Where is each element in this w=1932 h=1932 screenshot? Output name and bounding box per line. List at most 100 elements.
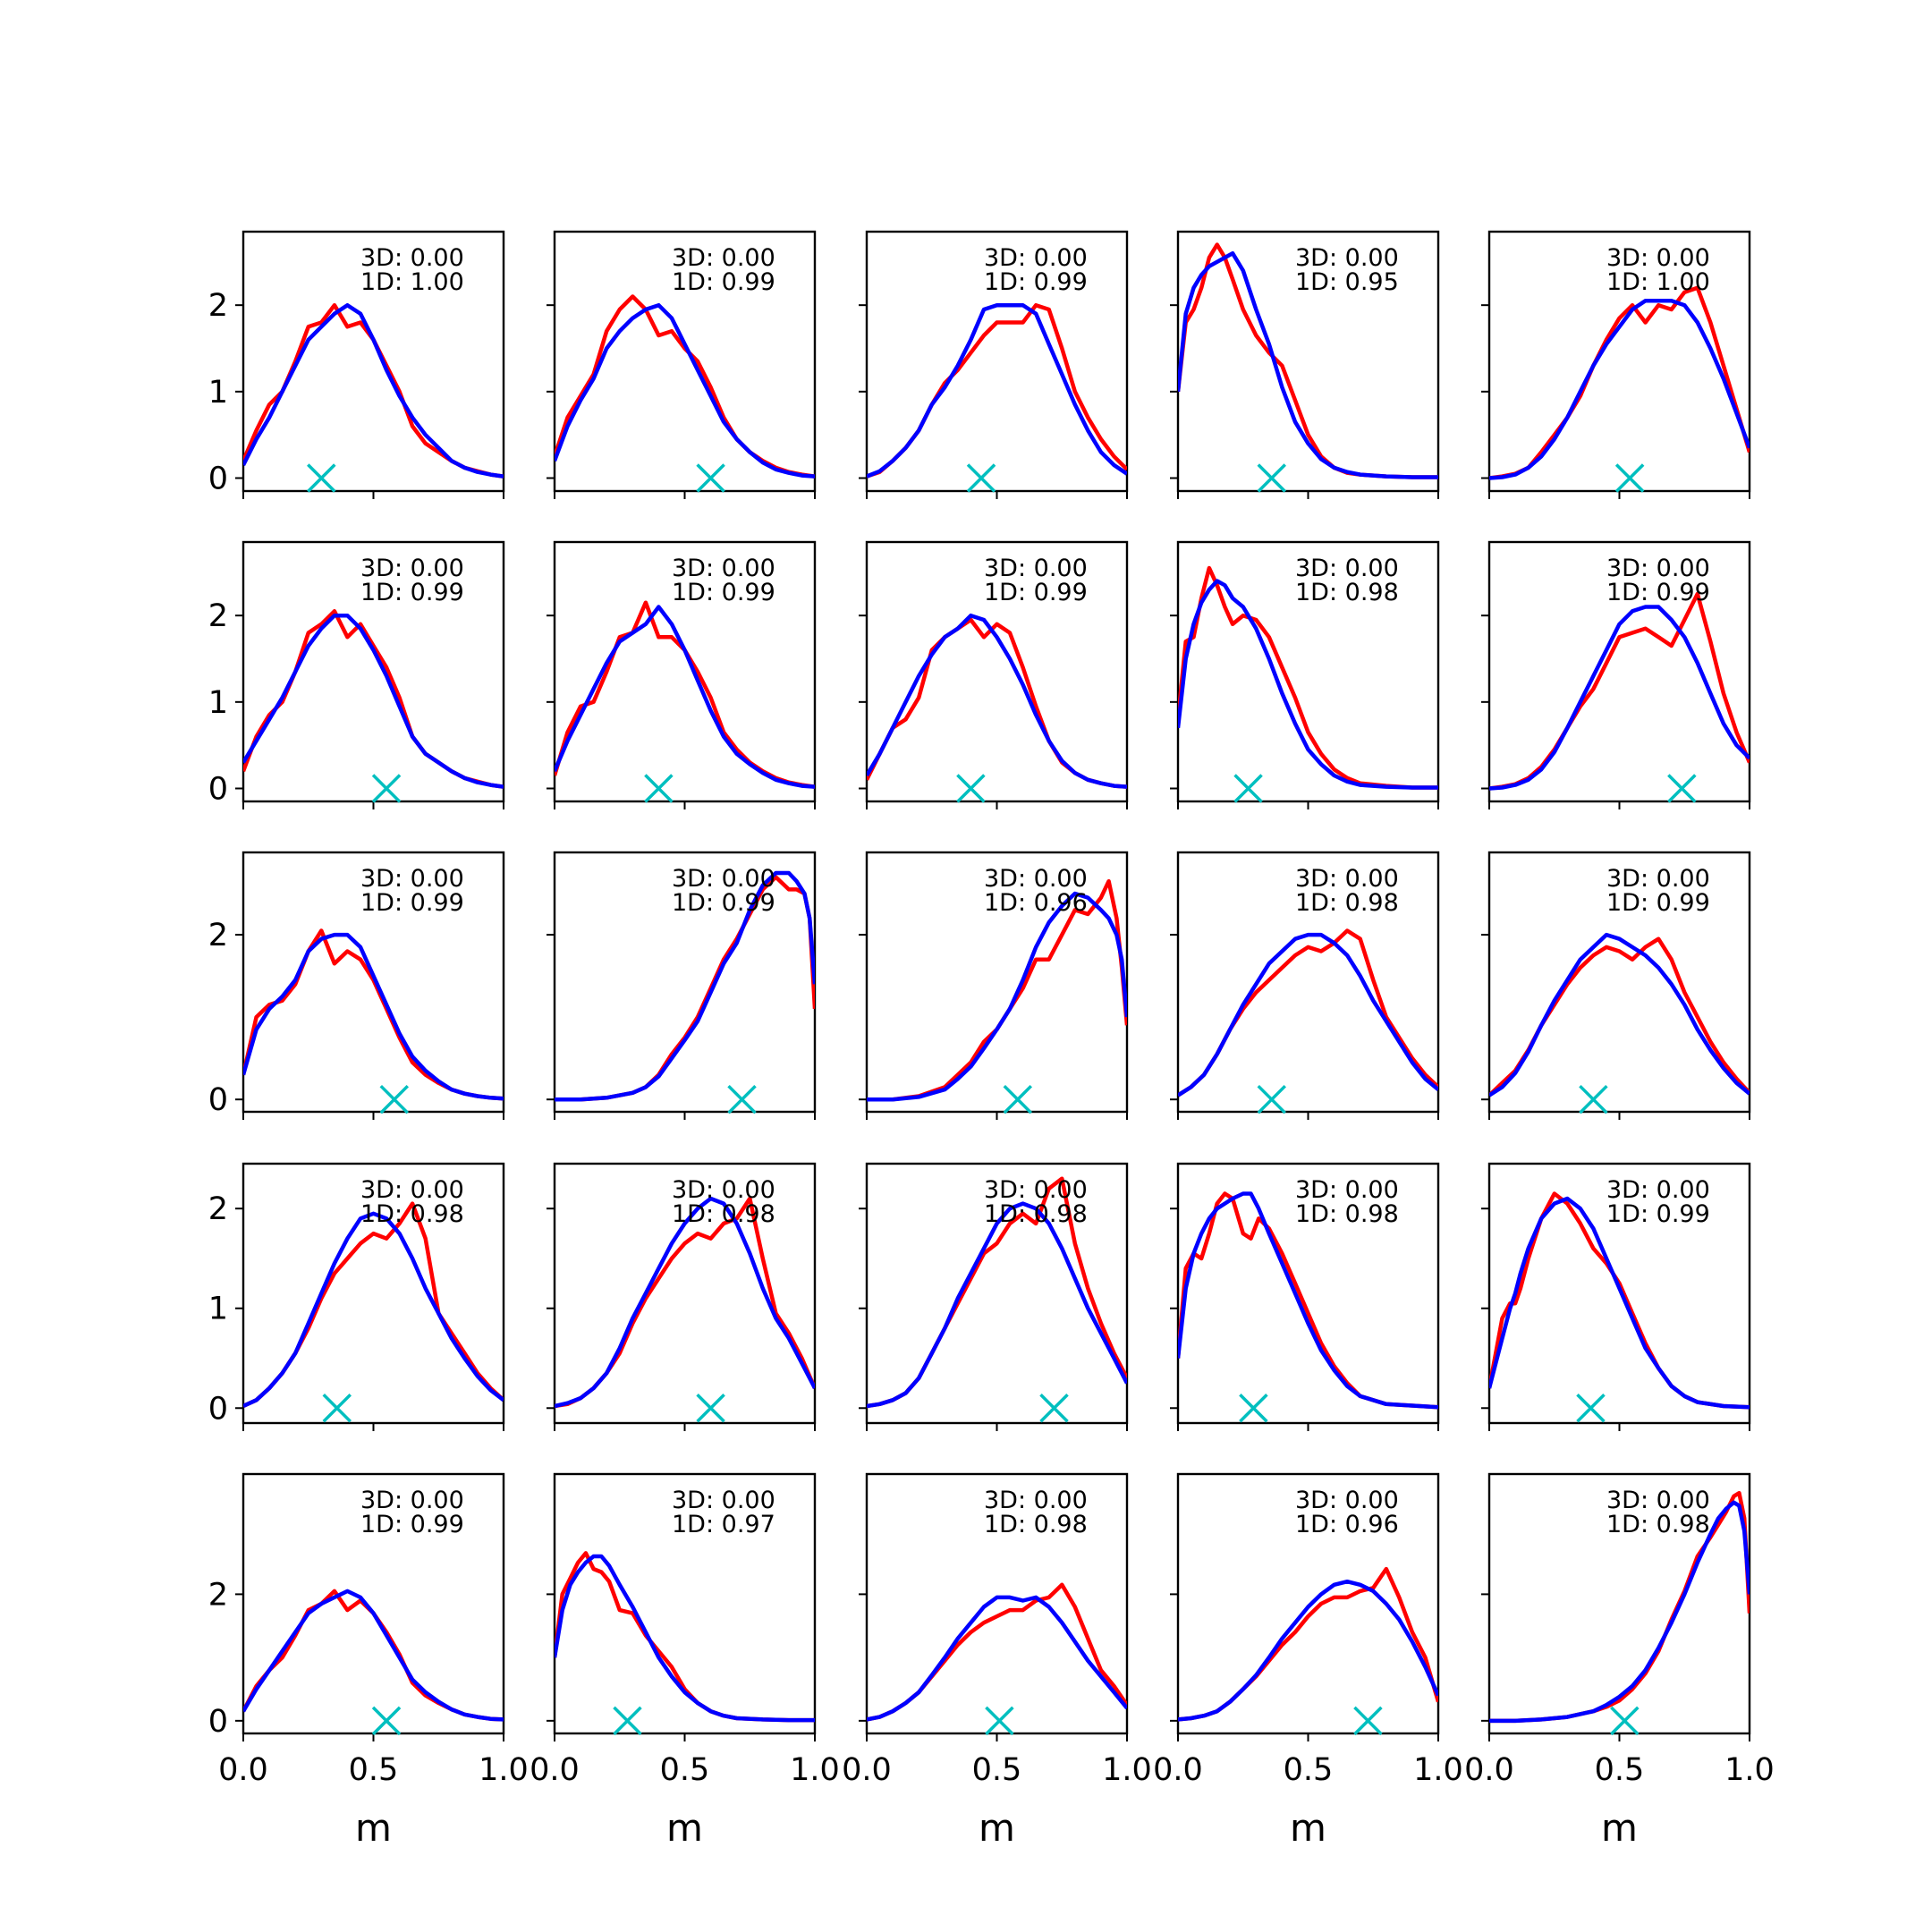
annotation-3d: 3D: 0.00 xyxy=(672,1176,775,1204)
axes-frame xyxy=(1487,230,1751,493)
annotation-3d: 3D: 0.00 xyxy=(984,1487,1088,1514)
series-blue-line xyxy=(555,302,815,479)
x-tick-label: 1.0 xyxy=(1724,1752,1775,1788)
x-axis-label: m xyxy=(666,1806,703,1850)
series-blue-line xyxy=(555,605,815,789)
marker-x xyxy=(307,463,336,493)
x-tick-label: 1.0 xyxy=(1413,1752,1463,1788)
annotation-1d: 1D: 0.99 xyxy=(984,268,1088,296)
annotation-1d: 1D: 0.99 xyxy=(360,889,464,917)
x-tick-label: 0.5 xyxy=(1595,1752,1645,1788)
y-tick-label: 0 xyxy=(208,1704,228,1740)
axes-frame xyxy=(242,1162,505,1425)
series-blue-line xyxy=(243,932,504,1101)
axes-frame xyxy=(865,540,1129,803)
marker-x xyxy=(696,1394,725,1423)
marker-x xyxy=(1003,1084,1033,1114)
annotation-3d: 3D: 0.00 xyxy=(1606,865,1710,893)
axes-frame xyxy=(242,540,505,803)
y-tick-label: 0 xyxy=(208,1391,228,1427)
annotation-1d: 1D: 0.99 xyxy=(672,889,775,917)
annotation-1d: 1D: 0.95 xyxy=(1295,268,1399,296)
annotation-1d: 1D: 0.99 xyxy=(1606,889,1710,917)
annotation-1d: 1D: 0.98 xyxy=(1606,1511,1710,1538)
annotation-3d: 3D: 0.00 xyxy=(360,1176,464,1204)
x-tick-label: 0.5 xyxy=(349,1752,399,1788)
annotation-1d: 1D: 0.98 xyxy=(984,1511,1088,1538)
annotation-3d: 3D: 0.00 xyxy=(1606,244,1710,272)
annotation-3d: 3D: 0.00 xyxy=(360,1487,464,1514)
series-blue-line xyxy=(1178,579,1438,790)
annotation-1d: 1D: 0.99 xyxy=(672,268,775,296)
series-blue-line xyxy=(555,1196,815,1409)
x-tick-label: 0.5 xyxy=(972,1752,1022,1788)
annotation-3d: 3D: 0.00 xyxy=(1295,555,1399,582)
annotation-1d: 1D: 0.98 xyxy=(1295,579,1399,606)
series-blue-line xyxy=(555,1554,815,1723)
marker-x xyxy=(1610,1706,1640,1736)
annotation-3d: 3D: 0.00 xyxy=(984,244,1088,272)
marker-x xyxy=(1353,1706,1383,1736)
series-blue-line xyxy=(1178,932,1438,1097)
x-axis-label: m xyxy=(1601,1806,1638,1850)
annotation-1d: 1D: 0.96 xyxy=(1295,1511,1399,1538)
series-blue-line xyxy=(243,613,504,789)
marker-x xyxy=(371,774,402,803)
y-tick-label: 2 xyxy=(208,1577,228,1613)
y-tick-label: 0 xyxy=(208,462,228,497)
series-blue-line xyxy=(1489,1500,1750,1724)
annotation-3d: 3D: 0.00 xyxy=(360,244,464,272)
annotation-3d: 3D: 0.00 xyxy=(1295,1487,1399,1514)
annotation-3d: 3D: 0.00 xyxy=(1606,555,1710,582)
y-tick-label: 1 xyxy=(208,375,228,411)
x-axis-label: m xyxy=(355,1806,392,1850)
annotation-3d: 3D: 0.00 xyxy=(672,244,775,272)
annotation-1d: 1D: 0.99 xyxy=(1606,1200,1710,1228)
annotation-3d: 3D: 0.00 xyxy=(360,865,464,893)
series-blue-line xyxy=(1489,932,1750,1097)
marker-x xyxy=(1579,1084,1608,1114)
annotation-1d: 1D: 0.98 xyxy=(360,1200,464,1228)
series-blue-line xyxy=(867,613,1127,789)
marker-x xyxy=(1667,774,1697,803)
annotation-1d: 1D: 0.99 xyxy=(1606,579,1710,606)
annotation-3d: 3D: 0.00 xyxy=(984,865,1088,893)
axes-frame xyxy=(1487,540,1751,803)
y-tick-label: 1 xyxy=(208,685,228,721)
series-blue-line xyxy=(1489,1196,1750,1410)
axes-frame xyxy=(865,1472,1129,1735)
series-blue-line xyxy=(1178,250,1438,479)
annotation-3d: 3D: 0.00 xyxy=(984,1176,1088,1204)
y-tick-label: 2 xyxy=(208,1191,228,1227)
annotation-1d: 1D: 0.98 xyxy=(1295,1200,1399,1228)
series-blue-line xyxy=(555,870,815,1102)
axes-frame xyxy=(1487,1472,1751,1735)
x-tick-label: 0.0 xyxy=(530,1752,580,1788)
y-tick-label: 0 xyxy=(208,772,228,808)
marker-x xyxy=(613,1706,642,1736)
x-tick-label: 0.0 xyxy=(1464,1752,1514,1788)
axes-frame xyxy=(1176,1472,1440,1735)
series-red-line xyxy=(1178,565,1438,790)
x-tick-label: 0.5 xyxy=(660,1752,710,1788)
annotation-3d: 3D: 0.00 xyxy=(1295,1176,1399,1204)
x-tick-label: 0.0 xyxy=(842,1752,892,1788)
x-tick-label: 0.0 xyxy=(218,1752,268,1788)
marker-x xyxy=(966,463,996,493)
series-blue-line xyxy=(1489,605,1750,791)
series-blue-line xyxy=(1178,1579,1438,1722)
